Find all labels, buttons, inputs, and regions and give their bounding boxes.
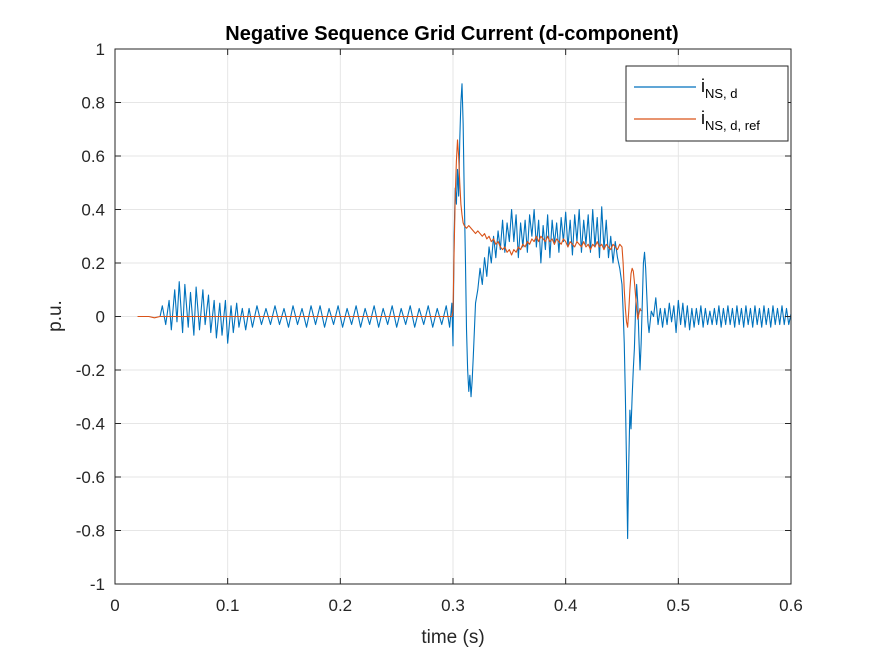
y-tick-label: -0.6 [76, 468, 105, 487]
tick-marks [114, 48, 792, 585]
legend-label-i-ns-d: iNS, d [701, 76, 738, 101]
series-lines [137, 83, 792, 540]
y-tick-label: -0.4 [76, 415, 105, 434]
y-tick-label: 0.6 [81, 147, 105, 166]
series-line-0 [159, 83, 792, 540]
legend: iNS, d iNS, d, ref [625, 65, 789, 142]
x-tick-label: 0 [110, 596, 119, 615]
x-tick-labels: 0 0.1 0.2 0.3 0.4 0.5 0.6 [110, 596, 803, 615]
y-axis-label: p.u. [45, 300, 66, 332]
x-tick-label: 0.3 [441, 596, 465, 615]
x-tick-label: 0.6 [779, 596, 803, 615]
y-tick-labels: -1 -0.8 -0.6 -0.4 -0.2 0 0.2 0.4 0.6 0.8 1 [76, 40, 105, 594]
x-tick-label: 0.5 [667, 596, 691, 615]
legend-symbol: i [701, 108, 705, 128]
y-tick-label: 0.2 [81, 254, 105, 273]
legend-subscript: NS, d [705, 86, 738, 101]
chart-title: Negative Sequence Grid Current (d-compon… [225, 23, 678, 45]
y-tick-label: 1 [96, 40, 105, 59]
x-axis-label: time (s) [421, 627, 484, 648]
y-tick-label: -0.2 [76, 361, 105, 380]
y-tick-label: -1 [90, 575, 105, 594]
legend-subscript: NS, d, ref [705, 118, 760, 133]
legend-symbol: i [701, 76, 705, 96]
y-tick-label: 0.4 [81, 201, 105, 220]
y-tick-label: 0 [96, 308, 105, 327]
x-tick-label: 0.2 [329, 596, 353, 615]
x-tick-label: 0.4 [554, 596, 578, 615]
y-tick-label: 0.8 [81, 94, 105, 113]
legend-label-i-ns-d-ref: iNS, d, ref [701, 108, 760, 133]
y-tick-label: -0.8 [76, 522, 105, 541]
x-tick-label: 0.1 [216, 596, 240, 615]
legend-box [625, 65, 789, 142]
series-line-1 [137, 139, 642, 328]
